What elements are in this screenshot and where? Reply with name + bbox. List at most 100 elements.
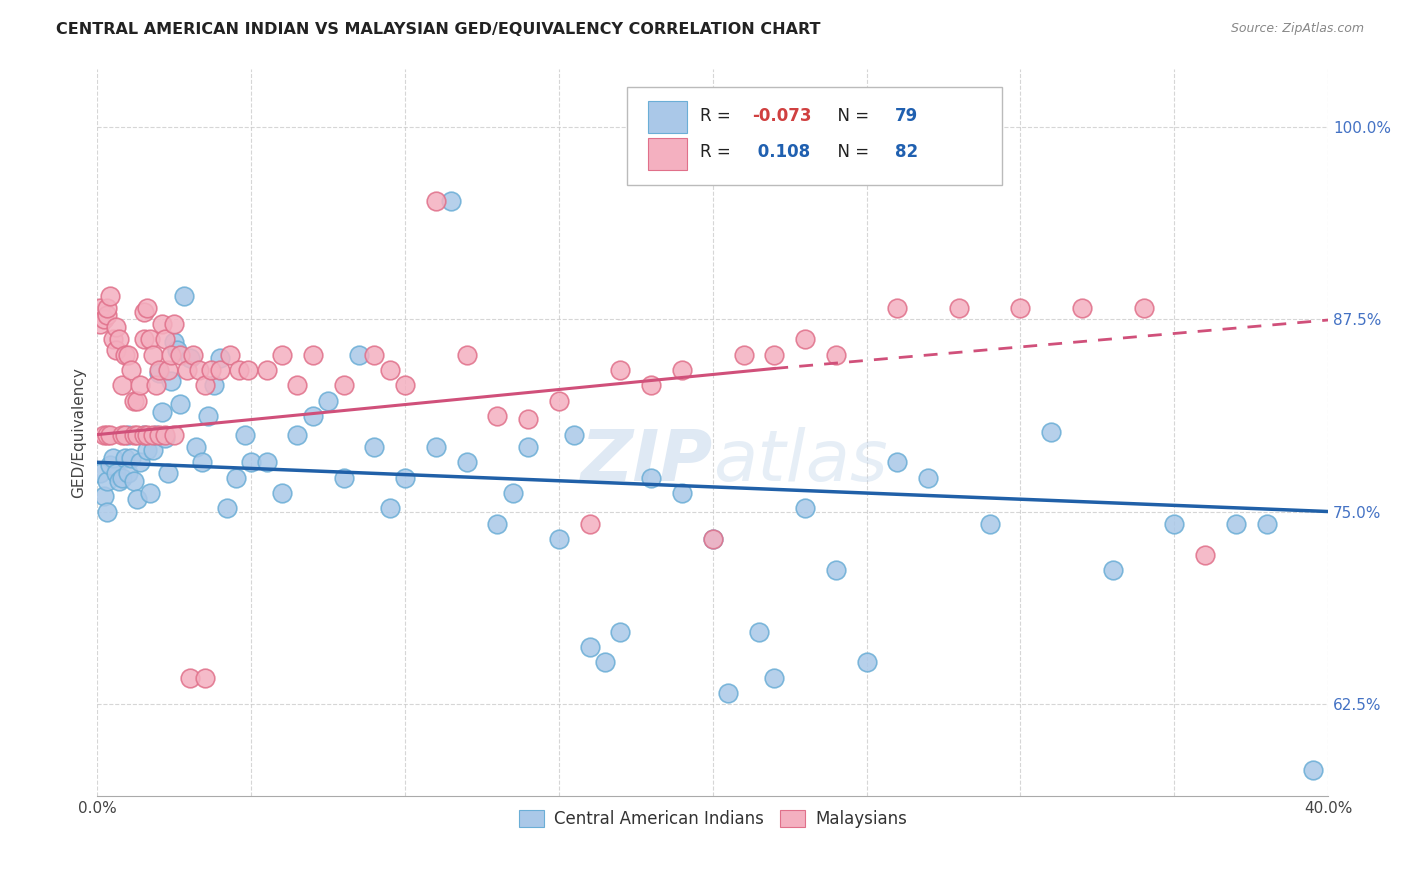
Point [160,348,183,362]
Point [763,671,786,685]
Point [96,308,118,322]
Point [145,378,167,392]
Point [142,442,165,457]
Point [200,363,222,377]
Point [301,409,323,424]
Text: 0.108: 0.108 [752,144,810,161]
Point [157,466,180,480]
Point [191,455,214,469]
Point [108,474,131,488]
Point [228,363,250,377]
Point [96,504,118,518]
FancyBboxPatch shape [648,137,688,170]
Point [225,471,247,485]
Point [117,348,139,362]
Point [89,317,111,331]
Point [316,393,339,408]
Point [135,427,157,442]
Point [609,624,631,639]
Point [271,486,294,500]
Point [425,440,447,454]
Point [111,378,134,392]
Point [948,301,970,316]
Point [202,378,225,392]
Point [150,404,173,418]
Point [979,516,1001,531]
Point [733,348,755,362]
Point [101,450,124,465]
Point [301,348,323,362]
Point [163,427,186,442]
Point [517,440,540,454]
Point [794,332,817,346]
Point [486,409,509,424]
Point [153,431,176,445]
Point [148,363,170,377]
Point [114,450,136,465]
Point [562,427,585,442]
Point [1101,563,1123,577]
FancyBboxPatch shape [648,101,688,133]
Point [111,427,134,442]
Point [886,455,908,469]
Point [101,332,124,346]
Point [169,397,191,411]
Point [548,532,571,546]
Point [1225,516,1247,531]
Point [104,343,127,357]
Point [548,393,571,408]
Point [824,563,846,577]
Point [240,455,263,469]
Point [181,348,204,362]
Point [517,412,540,426]
Point [378,363,401,377]
Point [104,320,127,334]
Point [1302,763,1324,777]
Point [93,312,115,326]
Point [378,501,401,516]
Point [578,640,600,654]
Point [114,348,136,362]
Point [394,378,416,392]
Text: ZIP: ZIP [581,427,713,496]
Point [166,343,188,357]
Point [209,351,232,365]
Point [197,409,219,424]
Point [717,686,740,700]
Point [120,450,142,465]
Point [124,474,146,488]
Point [794,501,817,516]
Point [486,516,509,531]
Point [96,301,118,316]
Point [89,301,111,316]
Point [132,427,155,442]
Point [702,532,724,546]
Point [98,427,121,442]
Point [124,427,146,442]
Point [233,427,256,442]
Point [148,366,170,380]
Point [142,427,165,442]
Point [285,378,308,392]
Point [138,486,160,500]
Point [347,348,370,362]
Point [138,332,160,346]
Text: 79: 79 [894,107,918,125]
Point [425,194,447,208]
Point [132,304,155,318]
Text: atlas: atlas [713,427,887,496]
Point [179,671,201,685]
Point [702,532,724,546]
Point [176,363,198,377]
Point [209,363,232,377]
Point [285,427,308,442]
FancyBboxPatch shape [627,87,1002,185]
Point [108,332,131,346]
Point [218,348,240,362]
Text: N =: N = [827,107,869,125]
Point [117,427,139,442]
Point [163,335,186,350]
Point [215,501,238,516]
Point [502,486,524,500]
Point [150,317,173,331]
